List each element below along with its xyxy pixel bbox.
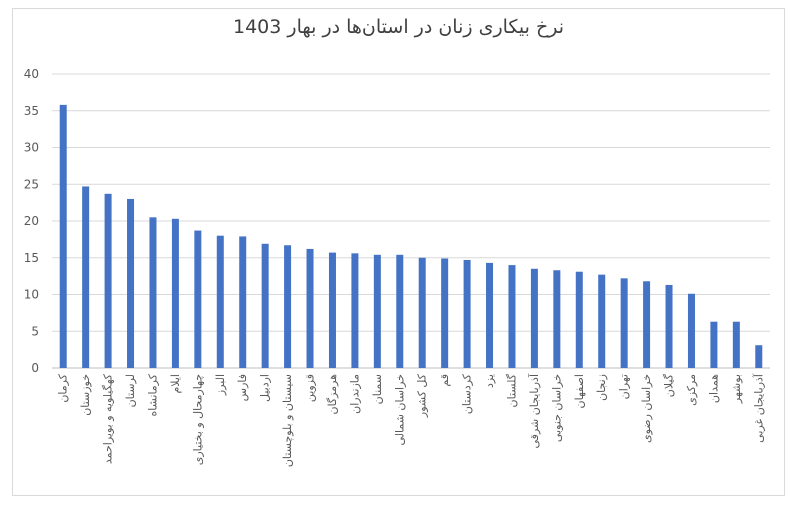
x-tick-label: خراسان جنوبی [550,374,563,442]
y-tick-label: 5 [31,324,39,338]
y-tick-label: 20 [24,214,39,228]
x-tick-label: کهگیلویه و بویراحمد [102,373,115,464]
y-tick-label: 15 [24,251,39,265]
x-axis: کرمان خوزستان کهگیلویه و بویراحمد لرستان کرم… [57,373,766,467]
x-tick-label: سیستان و بلوچستان [281,374,294,467]
y-tick-label: 25 [24,177,39,191]
bars [59,104,763,369]
bar [687,293,695,368]
x-tick-label: سمنان [371,374,384,404]
chart-frame [12,8,785,496]
bar [261,243,269,368]
x-tick-label: آذربایجان غربی [751,373,765,443]
bar [127,198,135,368]
bar [59,104,67,369]
x-tick-label: کرمان [57,373,70,402]
x-tick-label: ایلام [169,374,182,394]
x-tick-label: زنجان [595,374,608,401]
bar [643,281,651,368]
bar [575,271,583,368]
bar [239,236,247,368]
x-tick-label: قم [438,374,451,387]
x-tick-label: اردبیل [259,374,272,402]
bar [104,193,112,368]
bar [328,252,336,368]
x-tick-label: چهارمحال و بختیاری [191,374,204,465]
x-tick-label: خوزستان [79,374,92,416]
bar [149,217,157,368]
x-tick-label: گیلان [663,373,676,397]
bar [620,278,628,368]
x-tick-label: لرستان [124,374,137,407]
bar [418,257,426,368]
bar [373,254,381,368]
x-tick-label: گلستان [505,373,518,407]
y-axis: 0 5 10 15 20 25 30 35 40 [24,67,39,375]
y-tick-label: 0 [31,361,39,375]
bar [441,258,449,368]
bar [710,321,718,368]
x-tick-label: قزوین [304,374,317,402]
bar [553,270,561,368]
y-tick-label: 10 [24,288,39,302]
x-tick-label: کرمانشاه [146,373,159,416]
x-tick-label: خراسان رضوی [640,374,653,443]
bar [530,268,538,368]
chart-title: نرخ بیکاری زنان در استان‌ها در بهار 1403 [233,16,564,38]
bar [306,248,314,368]
y-tick-label: 30 [24,141,39,155]
bar [463,259,471,368]
bar [396,254,404,368]
x-tick-label: مازندران [348,374,361,414]
bar [732,321,740,368]
x-tick-label: کردستان [461,373,474,414]
x-tick-label: اصفهان [573,374,586,408]
gridlines [52,73,770,369]
x-tick-label: فارس [236,374,249,401]
bar [486,262,494,368]
x-tick-label: خراسان شمالی [393,374,406,446]
bar [194,230,202,368]
bar [82,186,90,368]
bar [284,245,292,368]
x-tick-label: بوشهر [730,374,743,404]
x-tick-label: همدان [707,374,720,403]
x-tick-label: هرمزگان [326,374,339,415]
bar [171,218,179,368]
x-tick-label: آذربایجان شرقی [527,373,541,448]
x-tick-label: تهران [618,374,631,399]
y-tick-label: 40 [24,67,39,81]
x-tick-label: البرز [214,374,227,396]
x-tick-label: یزد [483,374,496,388]
bar [665,284,673,368]
bar [598,274,606,368]
y-tick-label: 35 [24,104,39,118]
bar [216,235,224,368]
x-tick-label: کل کشور [416,373,429,418]
bar [351,253,359,368]
x-tick-label: مرکزی [685,374,698,406]
bar [508,265,516,368]
bar [755,345,763,368]
